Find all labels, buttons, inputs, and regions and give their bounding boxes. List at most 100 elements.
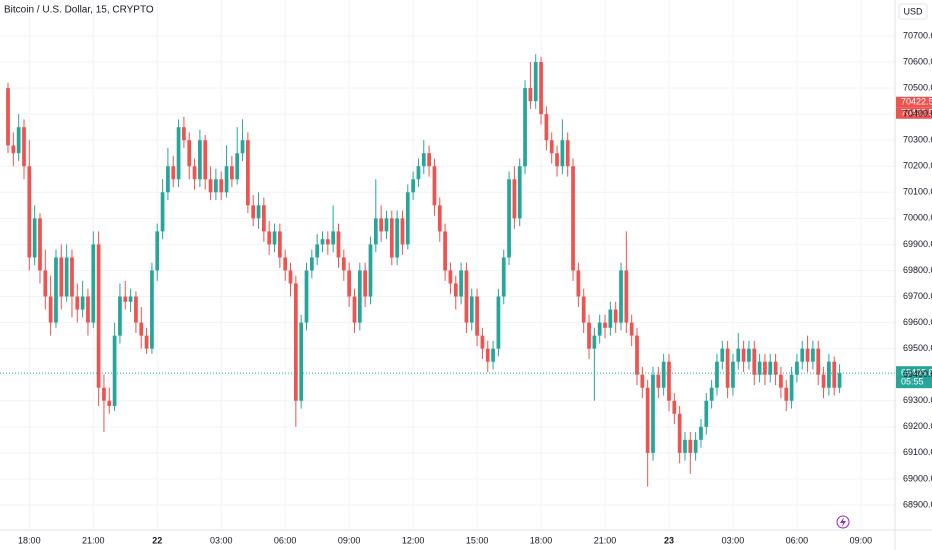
candle-body xyxy=(171,166,176,180)
candle-body xyxy=(805,348,810,362)
candle-body xyxy=(166,166,170,193)
candle-body xyxy=(443,231,447,271)
candle-body xyxy=(544,114,549,141)
candle-body xyxy=(784,387,789,401)
candle-body xyxy=(384,218,389,232)
candle-body xyxy=(176,127,181,180)
x-tick-label: 22 xyxy=(152,535,162,545)
candle-body xyxy=(107,400,112,406)
candle-body xyxy=(315,244,320,258)
candle-body xyxy=(309,257,314,271)
countdown: 05:55 xyxy=(901,377,924,387)
candle-body xyxy=(102,387,106,401)
candle-body xyxy=(395,218,399,258)
candle-body xyxy=(667,361,671,401)
candle-body xyxy=(741,348,746,362)
y-tick-label: 69200.00 xyxy=(903,421,932,431)
candle-body xyxy=(661,361,666,388)
candle-body xyxy=(709,387,714,401)
candle-body xyxy=(459,270,463,297)
candle-body xyxy=(70,257,74,297)
candle-body xyxy=(629,322,634,336)
candle-body xyxy=(139,322,144,336)
candle-body xyxy=(267,231,272,245)
candle-body xyxy=(475,296,479,336)
candle-body xyxy=(549,140,554,154)
candle-body xyxy=(523,88,527,167)
candle-body xyxy=(192,166,197,180)
y-tick-label: 69900.00 xyxy=(903,239,932,249)
candle-body xyxy=(560,140,565,167)
candle-body xyxy=(576,270,581,297)
candle-body xyxy=(768,361,773,375)
y-tick-label: 70600.00 xyxy=(903,56,932,66)
candle-body xyxy=(704,400,709,427)
y-tick-label: 70400.00 xyxy=(903,109,932,119)
candle-body xyxy=(763,361,767,375)
candle-body xyxy=(581,296,586,323)
last-price-label: 69405.84 xyxy=(901,368,932,378)
currency[interactable]: USD xyxy=(903,6,923,16)
candle-body xyxy=(672,400,677,414)
y-tick-label: 69800.00 xyxy=(903,265,932,275)
marker-price-box xyxy=(896,107,932,119)
candle-body xyxy=(624,270,629,323)
candle-body xyxy=(144,335,149,349)
candle-body xyxy=(272,231,277,245)
x-tick-label: 21:00 xyxy=(82,535,105,545)
candle-body xyxy=(832,361,837,388)
candle-body xyxy=(304,270,309,323)
candle-body xyxy=(757,361,762,375)
overlay: 69405.8405:55 70422.5170422.51 xyxy=(0,97,932,389)
candle-body xyxy=(720,348,725,362)
candle-body xyxy=(677,413,682,453)
candle-body xyxy=(288,270,293,284)
candle-body xyxy=(533,62,538,102)
candle-body xyxy=(379,218,384,232)
y-tick-label: 69000.00 xyxy=(903,473,932,483)
candle-body xyxy=(747,348,751,362)
candle-body xyxy=(411,179,415,193)
candle-body xyxy=(645,387,650,453)
candle-body xyxy=(224,166,229,193)
y-tick-label: 68900.00 xyxy=(903,499,932,509)
y-tick-label: 69100.00 xyxy=(903,447,932,457)
candle-body xyxy=(693,439,698,453)
candle-body xyxy=(528,88,533,102)
candle-body xyxy=(219,179,224,193)
candle-body xyxy=(160,192,165,232)
candle-body xyxy=(683,439,687,453)
candle-body xyxy=(640,374,645,388)
candle-body xyxy=(11,145,16,154)
candle-body xyxy=(336,231,341,258)
candle-body xyxy=(214,179,218,193)
candle-body xyxy=(16,127,21,154)
candle-body xyxy=(134,296,138,323)
candle-body xyxy=(469,296,474,323)
candle-body xyxy=(699,426,703,440)
marker-price-box xyxy=(896,96,932,108)
candle-body xyxy=(341,257,346,271)
candle-body xyxy=(480,335,485,349)
candle-body xyxy=(352,296,357,323)
candle-body xyxy=(773,361,778,375)
y-tick-label: 69600.00 xyxy=(903,317,932,327)
candle-body xyxy=(597,322,602,336)
candle-body xyxy=(118,296,122,336)
candle-body xyxy=(448,270,453,284)
candle-body xyxy=(389,218,394,258)
candle-body xyxy=(235,153,240,180)
candle-body xyxy=(112,335,117,406)
candle-body xyxy=(731,361,735,388)
currency-box[interactable] xyxy=(898,3,928,20)
candle-body xyxy=(619,270,623,323)
candle-body xyxy=(501,257,506,297)
candle-body xyxy=(246,140,250,206)
candle-body xyxy=(32,218,37,258)
candle-body xyxy=(38,218,42,271)
candle-body xyxy=(432,166,437,206)
y-tick-label: 69400.00 xyxy=(903,369,932,379)
x-tick-label: 06:00 xyxy=(274,535,297,545)
candle-body xyxy=(198,140,202,180)
